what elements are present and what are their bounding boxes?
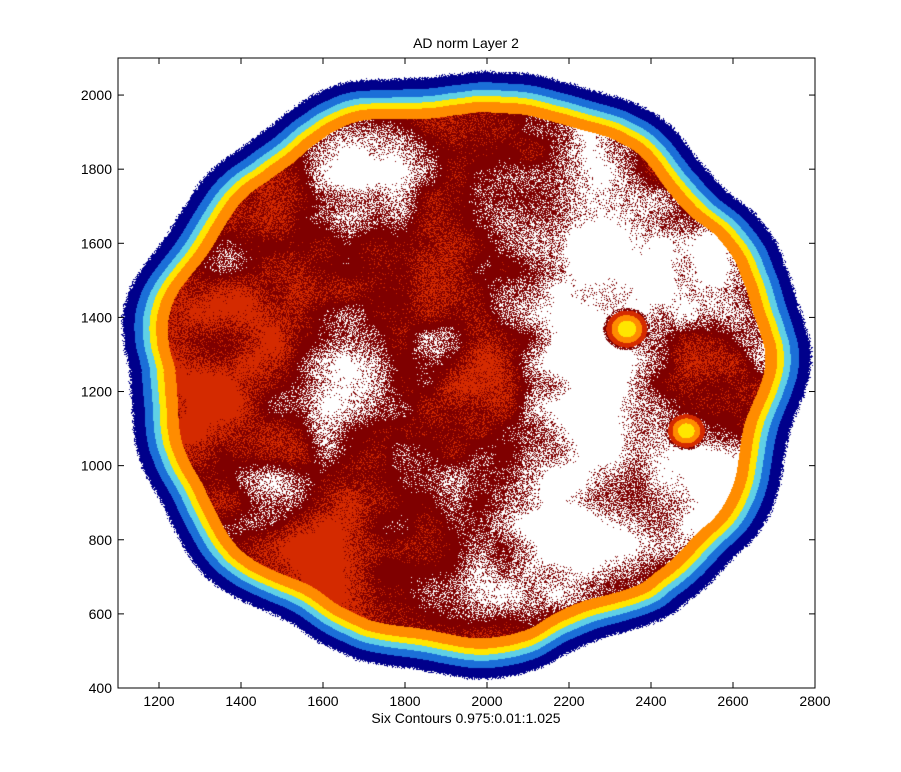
contour-image	[118, 58, 815, 688]
x-tick-label: 2200	[553, 693, 584, 709]
x-tick-label: 2600	[717, 693, 748, 709]
x-axis: 1200 1400 1600 1800 2000 2200 2400 2600 2800	[143, 58, 831, 709]
y-axis: 400 600 800 1000 1200 1400 1600 1800 2000	[81, 87, 815, 696]
y-tick-label: 400	[89, 680, 113, 696]
y-tick-label: 1200	[81, 384, 112, 400]
axes-box	[117, 57, 816, 689]
x-tick-label: 2000	[471, 693, 502, 709]
x-tick-label: 1800	[389, 693, 420, 709]
y-tick-label: 1800	[81, 161, 112, 177]
y-tick-label: 600	[89, 606, 113, 622]
x-axis-label: Six Contours 0.975:0.01:1.025	[371, 710, 560, 726]
y-tick-label: 2000	[81, 87, 112, 103]
x-tick-label: 1400	[225, 693, 256, 709]
y-tick-label: 1600	[81, 235, 112, 251]
contour-plot	[118, 58, 815, 688]
x-tick-label: 2800	[799, 693, 830, 709]
x-tick-label: 1600	[307, 693, 338, 709]
chart-title: AD norm Layer 2	[413, 35, 519, 51]
y-tick-label: 800	[89, 532, 113, 548]
x-tick-label: 1200	[143, 693, 174, 709]
y-tick-label: 1400	[81, 309, 112, 325]
y-tick-label: 1000	[81, 458, 112, 474]
x-tick-label: 2400	[635, 693, 666, 709]
